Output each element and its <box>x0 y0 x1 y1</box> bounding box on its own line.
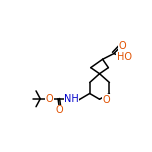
Text: O: O <box>102 95 110 105</box>
Text: O: O <box>118 41 126 51</box>
Text: HO: HO <box>117 52 132 62</box>
Text: O: O <box>46 94 54 104</box>
Text: O: O <box>55 105 63 115</box>
Text: NH: NH <box>64 94 79 104</box>
